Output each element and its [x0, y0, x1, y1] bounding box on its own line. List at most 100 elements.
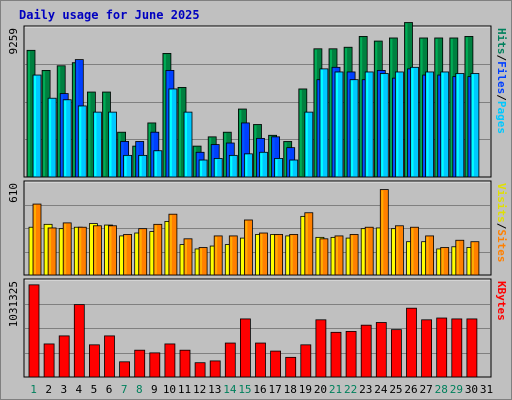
x-tick-day-26: 26: [404, 383, 417, 396]
bar-kbytes-day-22: [345, 331, 357, 378]
x-tick-day-5: 5: [91, 383, 98, 396]
x-tick-day-30: 30: [465, 383, 478, 396]
legend-sites-visits: Visits/Sites: [495, 183, 508, 263]
x-tick-day-10: 10: [163, 383, 176, 396]
bar-kbytes-day-1: [28, 284, 40, 378]
x-tick-day-19: 19: [299, 383, 312, 396]
legend-hits-files-pages: Hits/Files/Pages: [495, 28, 508, 134]
bar-kbytes-day-13: [209, 360, 221, 378]
y-max-label-kbytes: 1031325: [7, 281, 20, 327]
x-tick-day-18: 18: [284, 383, 297, 396]
x-tick-day-2: 2: [45, 383, 52, 396]
bar-kbytes-day-25: [390, 329, 402, 378]
bar-kbytes-day-12: [194, 362, 206, 378]
bar-sites-day-4: [77, 226, 87, 276]
x-tick-day-27: 27: [420, 383, 433, 396]
bar-sites-day-10: [168, 213, 178, 276]
bar-pages-day-24: [379, 73, 389, 178]
bar-pages-day-3: [62, 99, 72, 178]
bar-kbytes-day-16: [255, 342, 266, 378]
bar-sites-day-27: [425, 235, 435, 276]
x-tick-day-6: 6: [106, 383, 113, 396]
bar-kbytes-day-17: [270, 350, 282, 378]
bar-sites-day-30: [470, 241, 480, 276]
bar-pages-day-30: [470, 73, 480, 178]
x-tick-day-25: 25: [389, 383, 402, 396]
bar-sites-day-8: [138, 228, 148, 276]
x-tick-day-17: 17: [269, 383, 282, 396]
bar-pages-day-16: [259, 151, 268, 178]
bar-sites-day-20: [319, 238, 329, 276]
bar-sites-day-21: [334, 235, 344, 276]
x-tick-day-24: 24: [374, 383, 388, 396]
bar-sites-day-26: [410, 226, 419, 276]
bar-sites-day-7: [123, 234, 132, 276]
bar-sites-day-3: [62, 222, 72, 276]
bar-pages-day-11: [183, 111, 193, 178]
bar-pages-day-20: [319, 68, 329, 178]
bar-kbytes-day-20: [315, 319, 327, 378]
bar-sites-day-13: [213, 235, 223, 276]
bar-pages-day-15: [243, 153, 253, 178]
x-tick-day-28: 28: [435, 383, 448, 396]
bar-sites-day-18: [289, 234, 299, 276]
bar-pages-day-19: [304, 111, 314, 178]
x-tick-day-22: 22: [344, 383, 357, 396]
bar-sites-day-29: [455, 239, 465, 276]
bar-kbytes-day-28: [436, 317, 448, 378]
x-tick-day-29: 29: [450, 383, 463, 396]
bar-kbytes-day-11: [179, 349, 191, 378]
bar-kbytes-day-27: [421, 319, 433, 378]
chart-title: Daily usage for June 2025: [19, 8, 200, 22]
bar-kbytes-day-19: [300, 344, 312, 378]
x-tick-day-31: 31: [480, 383, 493, 396]
x-tick-day-23: 23: [359, 383, 372, 396]
bar-pages-day-22: [349, 79, 359, 178]
x-tick-day-9: 9: [151, 383, 158, 396]
bar-kbytes-day-30: [466, 318, 478, 378]
bar-sites-day-24: [379, 189, 389, 276]
x-tick-day-14: 14: [223, 383, 237, 396]
bar-kbytes-day-8: [134, 349, 146, 378]
bar-kbytes-day-6: [104, 335, 115, 378]
y-max-label-sites-visits: 610: [7, 183, 20, 203]
x-tick-day-20: 20: [314, 383, 327, 396]
bar-pages-day-23: [364, 71, 374, 178]
bar-kbytes-day-4: [73, 304, 85, 378]
x-tick-day-3: 3: [60, 383, 67, 396]
bar-sites-day-5: [93, 225, 102, 276]
bar-pages-day-5: [93, 111, 102, 178]
bar-sites-day-9: [153, 223, 163, 276]
bar-pages-day-12: [198, 159, 208, 178]
bar-pages-day-8: [138, 154, 148, 178]
bar-sites-day-25: [394, 225, 404, 276]
bar-pages-day-10: [168, 88, 178, 178]
bar-pages-day-27: [425, 71, 435, 178]
bar-pages-day-25: [394, 71, 404, 178]
bar-pages-day-1: [32, 74, 42, 178]
x-tick-day-12: 12: [193, 383, 206, 396]
bar-pages-day-28: [440, 71, 450, 178]
x-tick-day-11: 11: [178, 383, 191, 396]
bar-kbytes-day-9: [149, 352, 161, 378]
bar-pages-day-6: [108, 111, 117, 178]
x-tick-day-8: 8: [136, 383, 143, 396]
bar-kbytes-day-26: [406, 307, 417, 378]
bar-kbytes-day-2: [43, 343, 55, 378]
bar-sites-day-16: [259, 232, 268, 276]
bar-kbytes-day-18: [285, 356, 297, 378]
bar-kbytes-day-10: [164, 343, 176, 378]
y-max-label-hits-files-pages: 9259: [7, 28, 20, 55]
bar-sites-day-17: [274, 234, 284, 276]
bar-pages-day-7: [123, 154, 132, 178]
bar-kbytes-day-15: [239, 318, 251, 378]
bar-pages-day-2: [47, 97, 57, 178]
x-tick-day-21: 21: [329, 383, 342, 396]
bar-sites-day-14: [228, 235, 238, 276]
bar-pages-day-13: [213, 158, 223, 178]
bar-sites-day-6: [108, 225, 117, 276]
x-tick-day-16: 16: [253, 383, 266, 396]
bar-sites-day-19: [304, 212, 314, 276]
bar-pages-day-26: [410, 66, 419, 178]
